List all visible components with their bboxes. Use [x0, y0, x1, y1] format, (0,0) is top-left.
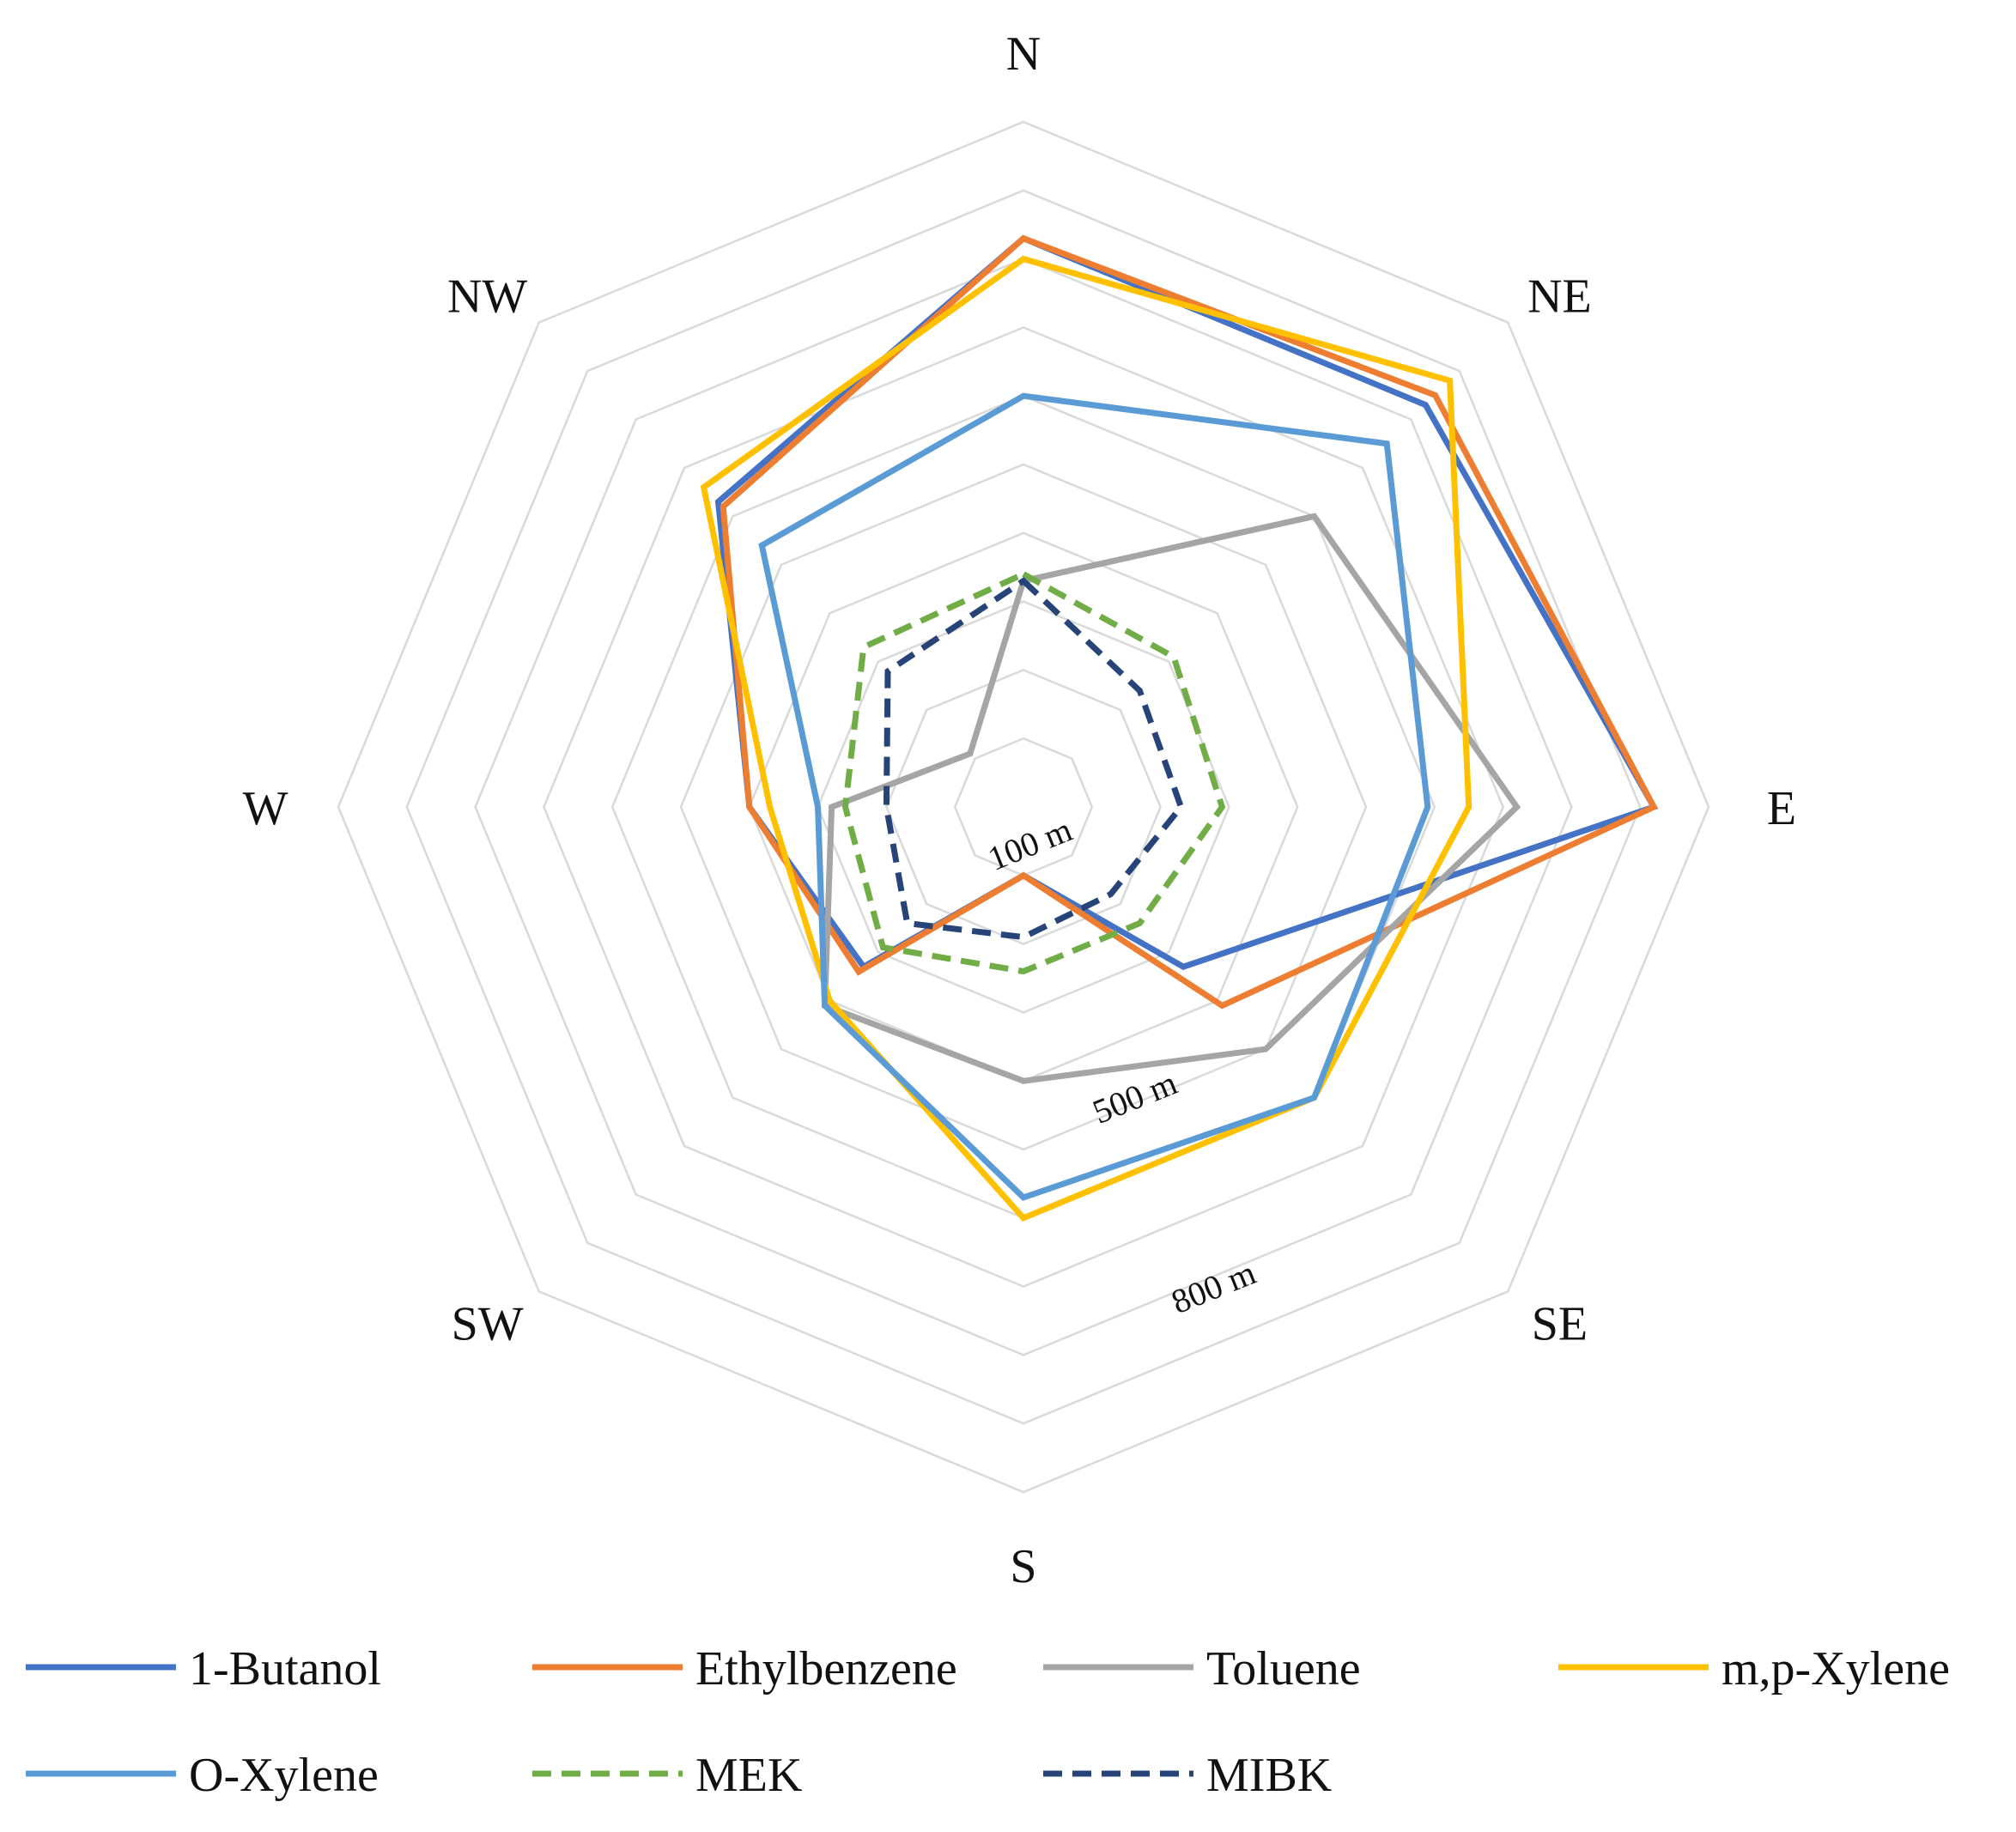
- ring-label-100: 100 m: [982, 810, 1078, 878]
- grid-ring-500: [679, 463, 1368, 1151]
- radar-grid: [337, 120, 1710, 1494]
- legend-label-ethylbenzene: Ethylbenzene: [695, 1642, 957, 1696]
- axis-label-nw: NW: [447, 270, 527, 324]
- grid-ring-800: [474, 258, 1573, 1356]
- series-ethylbenzene: [720, 234, 1659, 1010]
- grid-ring-900: [405, 189, 1642, 1425]
- ring-label-800: 800 m: [1166, 1253, 1261, 1321]
- axis-labels: N NE E SE S SW W NW: [243, 27, 1797, 1593]
- axis-label-s: S: [1010, 1540, 1036, 1593]
- axis-label-w: W: [243, 782, 288, 835]
- legend-label-1-butanol: 1-Butanol: [189, 1642, 381, 1696]
- grid-ring-300: [817, 600, 1230, 1014]
- series-mek: [841, 570, 1226, 975]
- axis-label-n: N: [1006, 27, 1041, 81]
- grid-ring-700: [543, 326, 1504, 1288]
- series-layer: [700, 234, 1659, 1222]
- axis-label-sw: SW: [452, 1297, 524, 1350]
- axis-label-se: SE: [1532, 1297, 1588, 1350]
- series-mibk: [883, 577, 1185, 941]
- legend: 1-Butanol Ethylbenzene Toluene m,p-Xylene O-…: [26, 1642, 1950, 1802]
- legend-label-mek: MEK: [695, 1749, 802, 1802]
- series-toluene: [822, 513, 1521, 1084]
- legend-label-m-p-xylene: m,p-Xylene: [1721, 1642, 1950, 1696]
- axis-label-e: E: [1767, 782, 1796, 835]
- grid-ring-1000: [337, 120, 1710, 1494]
- legend-label-toluene: Toluene: [1206, 1642, 1361, 1696]
- legend-label-o-xylene: O-Xylene: [189, 1749, 379, 1802]
- grid-ring-200: [885, 669, 1162, 945]
- axis-label-ne: NE: [1527, 270, 1592, 324]
- legend-label-mibk: MIBK: [1206, 1749, 1332, 1802]
